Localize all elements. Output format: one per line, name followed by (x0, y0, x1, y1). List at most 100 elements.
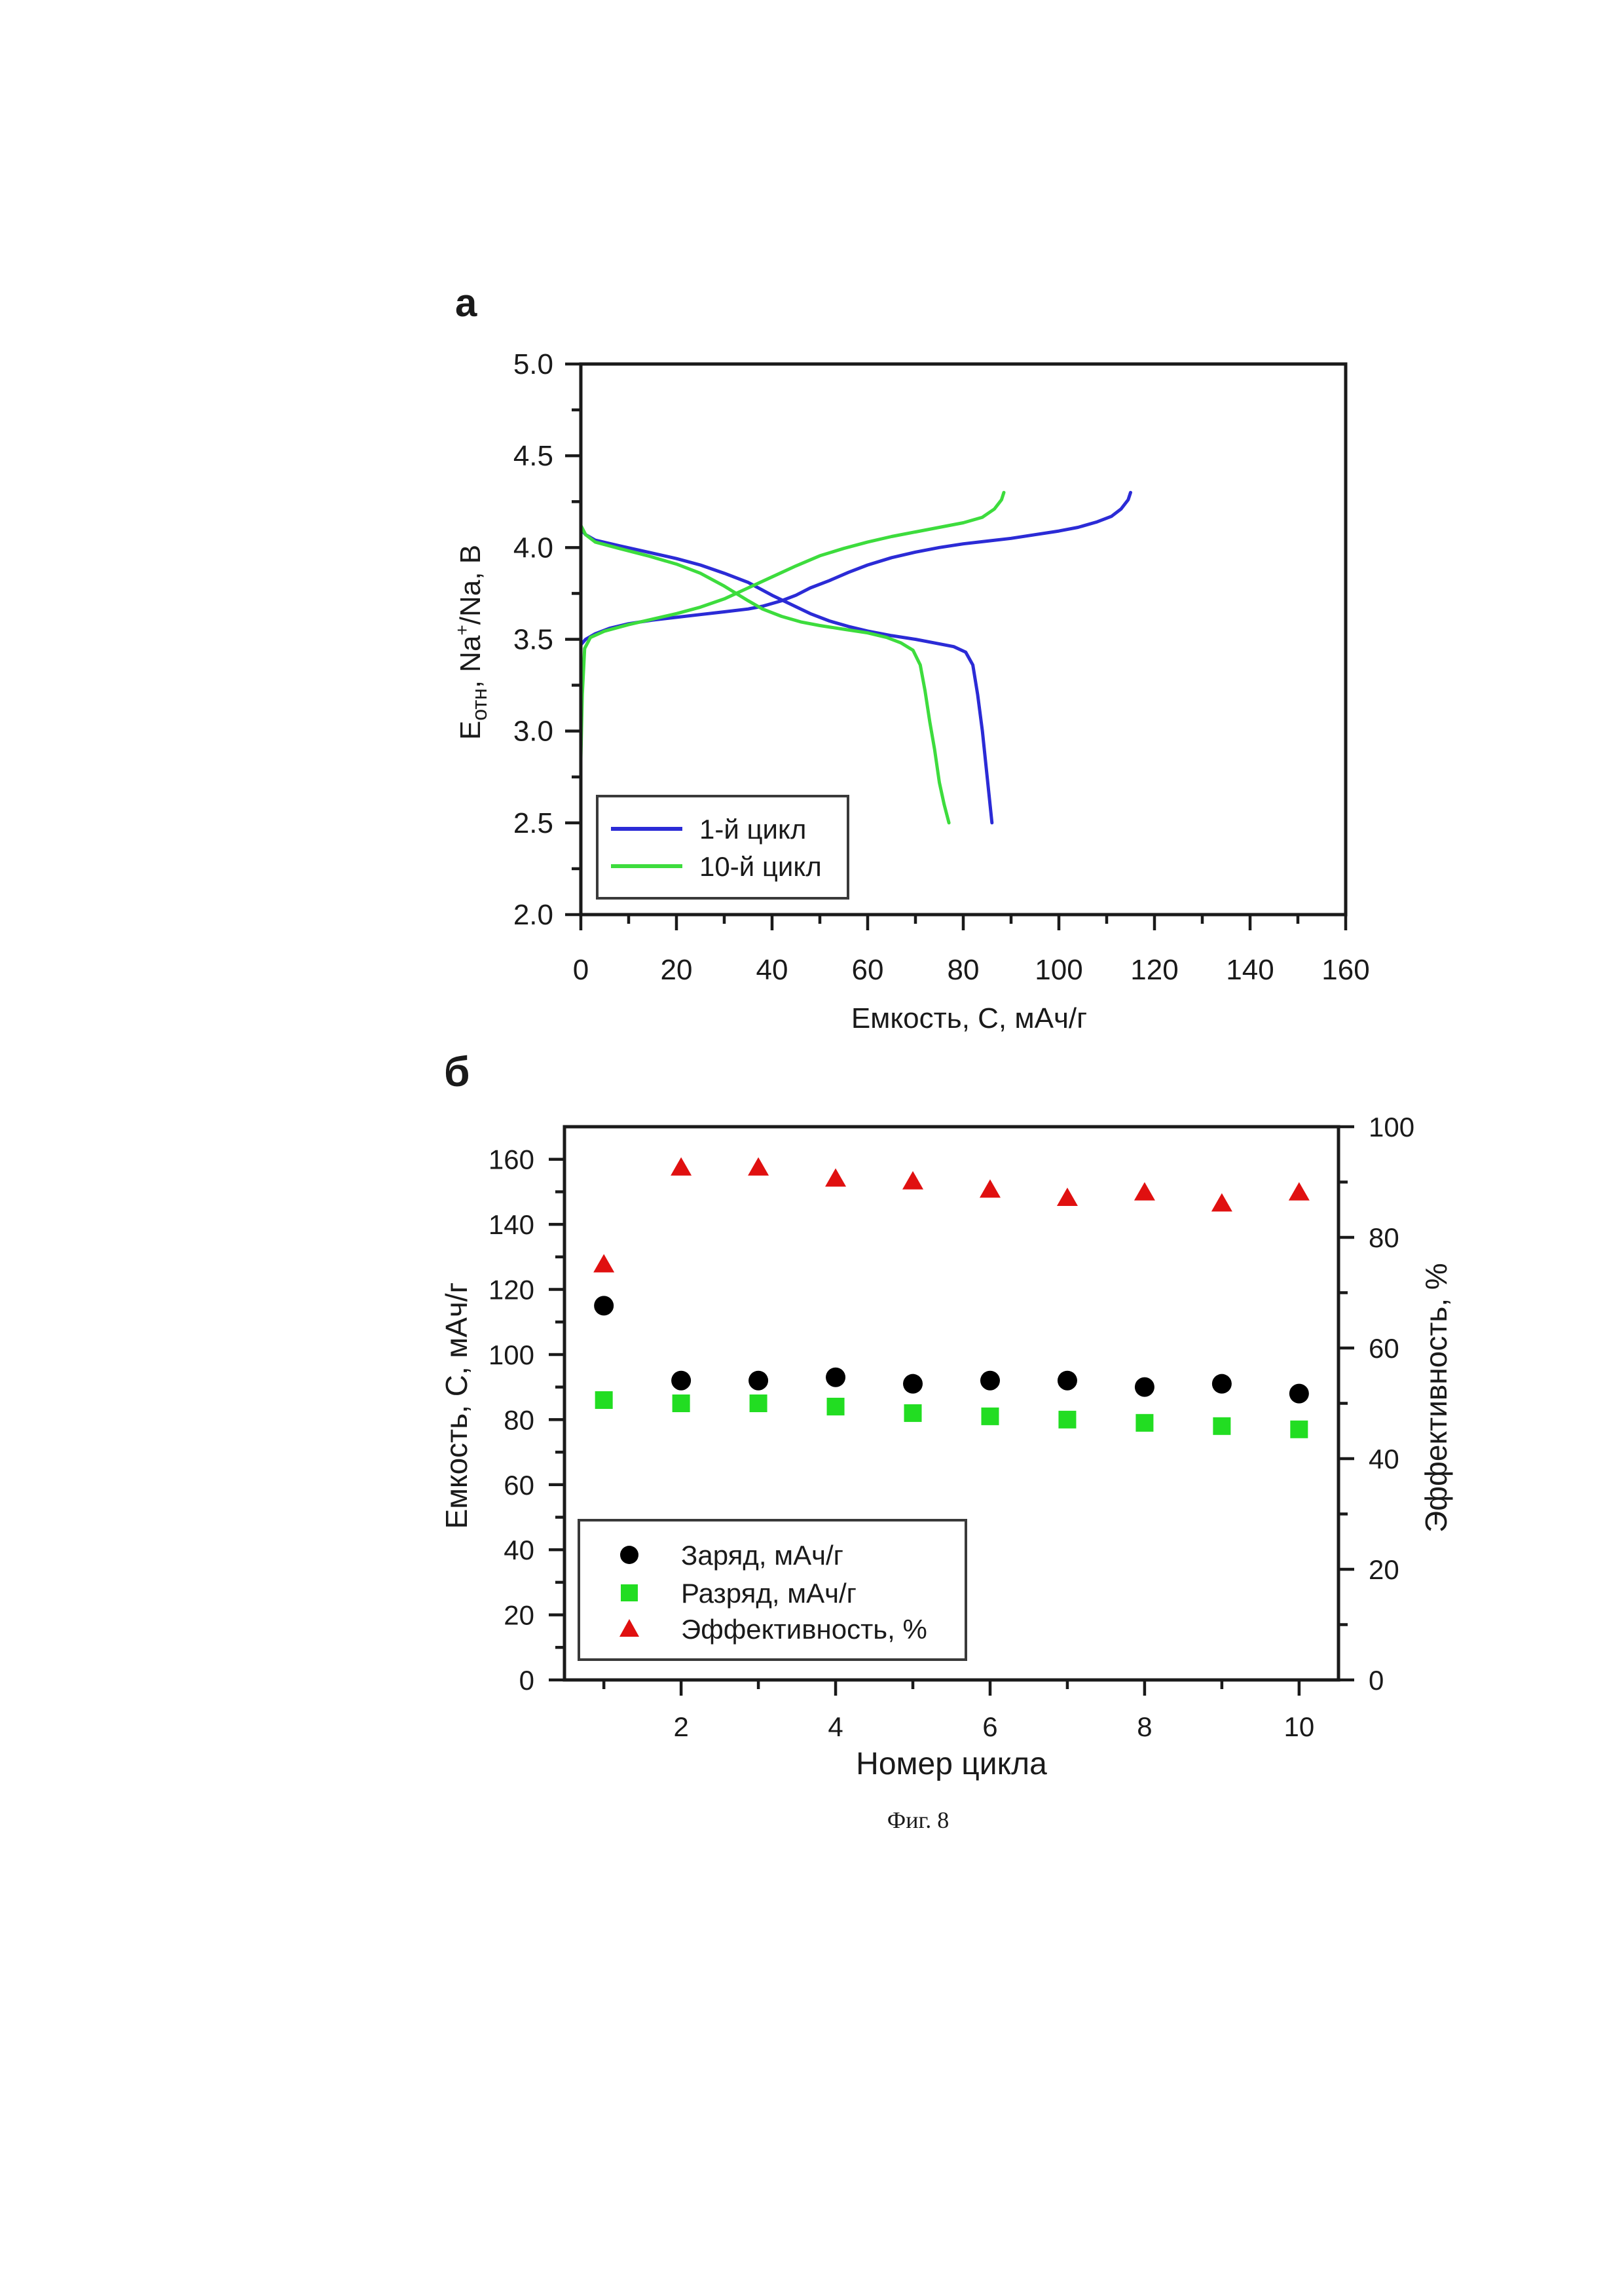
y-tick-label: 2.0 (513, 899, 553, 931)
x-tick-label: 60 (852, 954, 884, 986)
discharge-point (672, 1394, 690, 1412)
charge-point (1211, 1374, 1232, 1394)
right-y-tick-label: 20 (1369, 1554, 1399, 1585)
left-y-tick-label: 60 (504, 1470, 534, 1501)
y-title-end: /Na, В (454, 545, 487, 625)
charge-point (1289, 1383, 1309, 1404)
charge-point (1057, 1370, 1077, 1391)
x-tick-label: 4 (828, 1711, 843, 1742)
x-tick-label: 140 (1226, 954, 1274, 986)
panel-b-ticks (549, 1125, 1354, 1696)
efficiency-point (1134, 1182, 1155, 1201)
x-tick-label: 8 (1137, 1711, 1152, 1742)
charge-point (748, 1370, 769, 1391)
efficiency-point (671, 1157, 692, 1176)
left-y-tick-label: 140 (489, 1209, 534, 1240)
panel-b-legend-box (578, 1519, 967, 1661)
x-tick-label: 10 (1283, 1711, 1314, 1742)
left-y-tick-label: 40 (504, 1535, 534, 1565)
efficiency-point (1211, 1193, 1232, 1212)
panel-b-left-y-axis-title: Емкость, С, мАч/г (439, 1283, 473, 1529)
legend-marker-discharge-square (621, 1584, 638, 1601)
discharge-point (595, 1391, 613, 1410)
x-tick-label: 2 (673, 1711, 688, 1742)
efficiency-point (902, 1171, 924, 1190)
left-y-tick-label: 80 (504, 1404, 534, 1435)
panel-b-left-tick-labels: 0 20 40 60 80 100 120 140 160 (489, 1144, 534, 1696)
right-y-tick-label: 100 (1369, 1112, 1414, 1142)
panel-a-charge-discharge-curves: а 0 20 40 60 80 100 120 140 160 2.0 2.5 3.0 3.5 4.0 4… (452, 281, 1370, 1034)
panel-b-cycling-performance: б 2 4 6 8 10 0 20 40 60 80 100 120 140 160 0 20 40 60 80… (439, 1048, 1453, 1781)
y-tick-label: 3.0 (513, 716, 553, 748)
panel-b-data-points (593, 1157, 1310, 1438)
discharge-point (981, 1407, 999, 1425)
left-y-tick-label: 160 (489, 1144, 534, 1175)
panel-a-x-tick-labels: 0 20 40 60 80 100 120 140 160 (573, 954, 1370, 986)
charge-point (594, 1296, 614, 1316)
discharge-point (1290, 1420, 1308, 1438)
y-title-superscript: + (452, 625, 472, 635)
panel-b-legend: Заряд, мАч/г Разряд, мАч/г Эффективность… (578, 1519, 967, 1661)
y-tick-label: 4.5 (513, 440, 553, 472)
discharge-point (1135, 1413, 1154, 1432)
efficiency-point (748, 1157, 769, 1176)
panel-a-x-axis-title: Емкость, С, мАч/г (851, 1002, 1087, 1034)
legend-label-charge: Заряд, мАч/г (681, 1540, 843, 1571)
discharge-point (749, 1394, 767, 1412)
legend-label-discharge: Разряд, мАч/г (681, 1578, 857, 1609)
cycle-10-charge-curve (579, 490, 1006, 761)
figure-caption: Фиг. 8 (887, 1807, 949, 1833)
x-tick-label: 100 (1035, 954, 1082, 986)
panel-b-plot-frame (563, 1125, 1340, 1682)
panel-a-curves (579, 490, 1132, 825)
left-y-tick-label: 120 (489, 1275, 534, 1305)
y-title-na: , Na (454, 635, 487, 688)
left-y-tick-label: 20 (504, 1600, 534, 1631)
y-title-subscript: отн (468, 688, 491, 720)
legend-label-cycle-1: 1-й цикл (699, 814, 806, 845)
cycle-1-charge-curve (579, 490, 1132, 647)
x-tick-label: 0 (573, 954, 589, 986)
legend-label-cycle-10: 10-й цикл (699, 851, 822, 882)
cycle-1-discharge-curve (579, 527, 994, 825)
charge-point (826, 1367, 846, 1387)
efficiency-point (979, 1179, 1001, 1198)
legend-label-efficiency: Эффективность, % (681, 1614, 927, 1645)
panel-a-y-tick-labels: 2.0 2.5 3.0 3.5 4.0 4.5 5.0 (513, 348, 553, 931)
y-title-e: E (454, 721, 487, 740)
efficiency-point (593, 1254, 615, 1273)
efficiency-point (1056, 1188, 1078, 1207)
legend-marker-efficiency-triangle (619, 1619, 639, 1637)
cycle-10-discharge-curve (579, 524, 951, 825)
discharge-point (826, 1397, 845, 1415)
discharge-point (1058, 1410, 1077, 1429)
x-tick-label: 6 (982, 1711, 997, 1742)
right-y-tick-label: 60 (1369, 1333, 1399, 1364)
charge-point (1134, 1377, 1154, 1397)
right-y-tick-label: 80 (1369, 1222, 1399, 1253)
y-tick-label: 4.0 (513, 532, 553, 564)
x-tick-label: 80 (948, 954, 980, 986)
legend-marker-charge-circle (620, 1546, 638, 1564)
panel-a-legend-box (596, 795, 849, 900)
x-tick-label: 20 (661, 954, 693, 986)
panel-b-right-y-axis-title: Эффективность, % (1419, 1263, 1453, 1533)
y-tick-label: 2.5 (513, 807, 553, 839)
left-y-tick-label: 100 (489, 1339, 534, 1370)
right-y-tick-label: 0 (1369, 1665, 1384, 1696)
left-y-tick-label: 0 (519, 1665, 534, 1696)
discharge-point (1213, 1417, 1231, 1435)
y-tick-label: 3.5 (513, 624, 553, 656)
panel-b-right-tick-labels: 0 20 40 60 80 100 (1369, 1112, 1414, 1696)
efficiency-point (825, 1168, 847, 1187)
discharge-point (904, 1404, 922, 1422)
charge-point (903, 1374, 923, 1394)
panel-label-b: б (444, 1048, 470, 1095)
charge-point (980, 1370, 1000, 1391)
charge-point (671, 1370, 692, 1391)
y-tick-label: 5.0 (513, 348, 553, 380)
panel-label-a: а (455, 281, 477, 325)
x-tick-label: 40 (756, 954, 788, 986)
x-tick-label: 160 (1321, 954, 1369, 986)
panel-b-x-axis-title: Номер цикла (856, 1747, 1047, 1781)
